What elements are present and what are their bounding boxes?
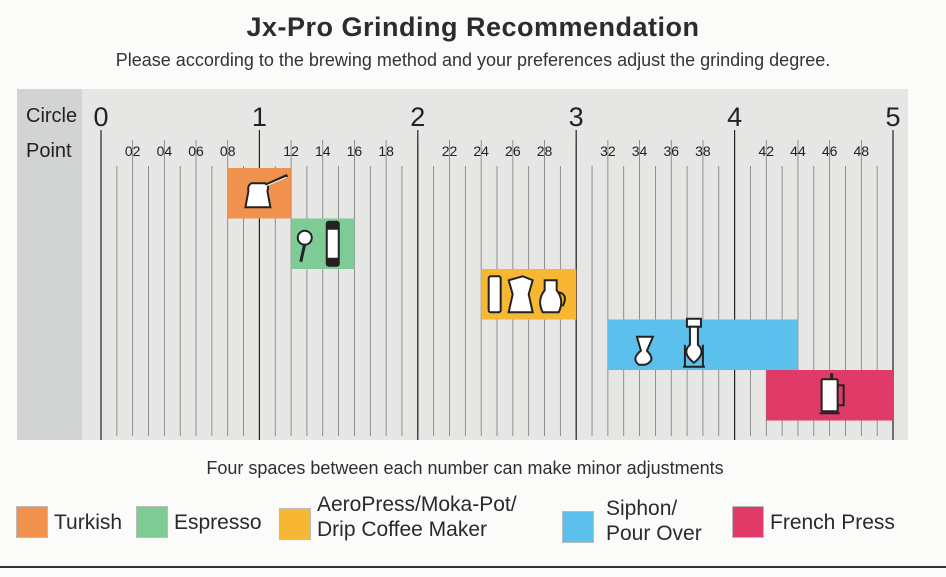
chart-subtitle: Please according to the brewing method a…: [115, 50, 831, 70]
point-tick-label: 16: [347, 143, 363, 159]
chart-title: Jx-Pro Grinding Recommendation: [246, 12, 700, 42]
legend-swatch: [732, 506, 764, 538]
point-tick-label: 46: [822, 143, 838, 159]
circle-tick-label: 3: [569, 102, 584, 132]
point-tick-label: 08: [220, 143, 236, 159]
legend-item-espresso: Espresso: [136, 506, 262, 538]
point-tick-label: 32: [600, 143, 616, 159]
point-tick-label: 24: [473, 143, 489, 159]
point-tick-label: 22: [442, 143, 458, 159]
legend-label: AeroPress/Moka-Pot/Drip Coffee Maker: [317, 493, 517, 541]
row-label-circle: Circle: [26, 105, 77, 127]
legend-label: French Press: [770, 510, 895, 534]
circle-tick-label: 0: [93, 102, 108, 132]
point-tick-label: 14: [315, 143, 331, 159]
legend-label: Turkish: [54, 510, 123, 534]
legend-item-turkish: Turkish: [16, 506, 122, 538]
point-tick-label: 38: [695, 143, 711, 159]
turkish-pot-icon: [244, 173, 289, 209]
siphon-icon: [634, 317, 705, 368]
point-tick-label: 36: [663, 143, 679, 159]
legend-item-aeropress: AeroPress/Moka-Pot/Drip Coffee Maker: [279, 493, 517, 542]
point-tick-label: 04: [157, 143, 173, 159]
circle-tick-label: 1: [252, 102, 267, 132]
legend-swatch: [279, 508, 311, 540]
point-tick-label: 34: [632, 143, 648, 159]
portafilter-icon: [296, 220, 340, 267]
label-column: [17, 89, 82, 440]
point-tick-label: 28: [537, 143, 553, 159]
legend-swatch: [562, 511, 594, 543]
legend: Turkish Espresso AeroPress/Moka-Pot/Drip…: [0, 493, 946, 554]
bottom-border: [0, 566, 946, 568]
legend-item-siphon: Siphon/Pour Over: [562, 496, 702, 546]
legend-label: Espresso: [174, 510, 262, 534]
point-tick-label: 42: [758, 143, 774, 159]
point-tick-label: 26: [505, 143, 521, 159]
circle-tick-label: 2: [410, 102, 425, 132]
footnote: Four spaces between each number can make…: [206, 458, 724, 478]
point-tick-label: 12: [283, 143, 299, 159]
row-label-point: Point: [26, 140, 72, 162]
french-press-icon: [819, 373, 845, 415]
point-tick-label: 06: [188, 143, 204, 159]
moka-pot-icon: [487, 275, 566, 314]
legend-swatch: [16, 506, 48, 538]
point-tick-label: 44: [790, 143, 806, 159]
legend-item-french-press: French Press: [732, 506, 895, 538]
point-tick-label: 48: [854, 143, 870, 159]
circle-tick-label: 4: [727, 102, 742, 132]
circle-tick-label: 5: [885, 102, 900, 132]
legend-swatch: [136, 506, 168, 538]
point-tick-label: 18: [378, 143, 394, 159]
legend-label: Siphon/Pour Over: [606, 497, 702, 545]
point-tick-label: 02: [125, 143, 141, 159]
